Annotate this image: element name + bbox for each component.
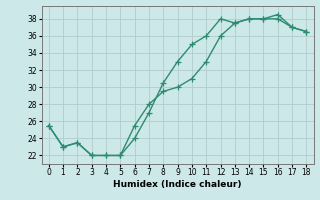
X-axis label: Humidex (Indice chaleur): Humidex (Indice chaleur): [113, 180, 242, 189]
